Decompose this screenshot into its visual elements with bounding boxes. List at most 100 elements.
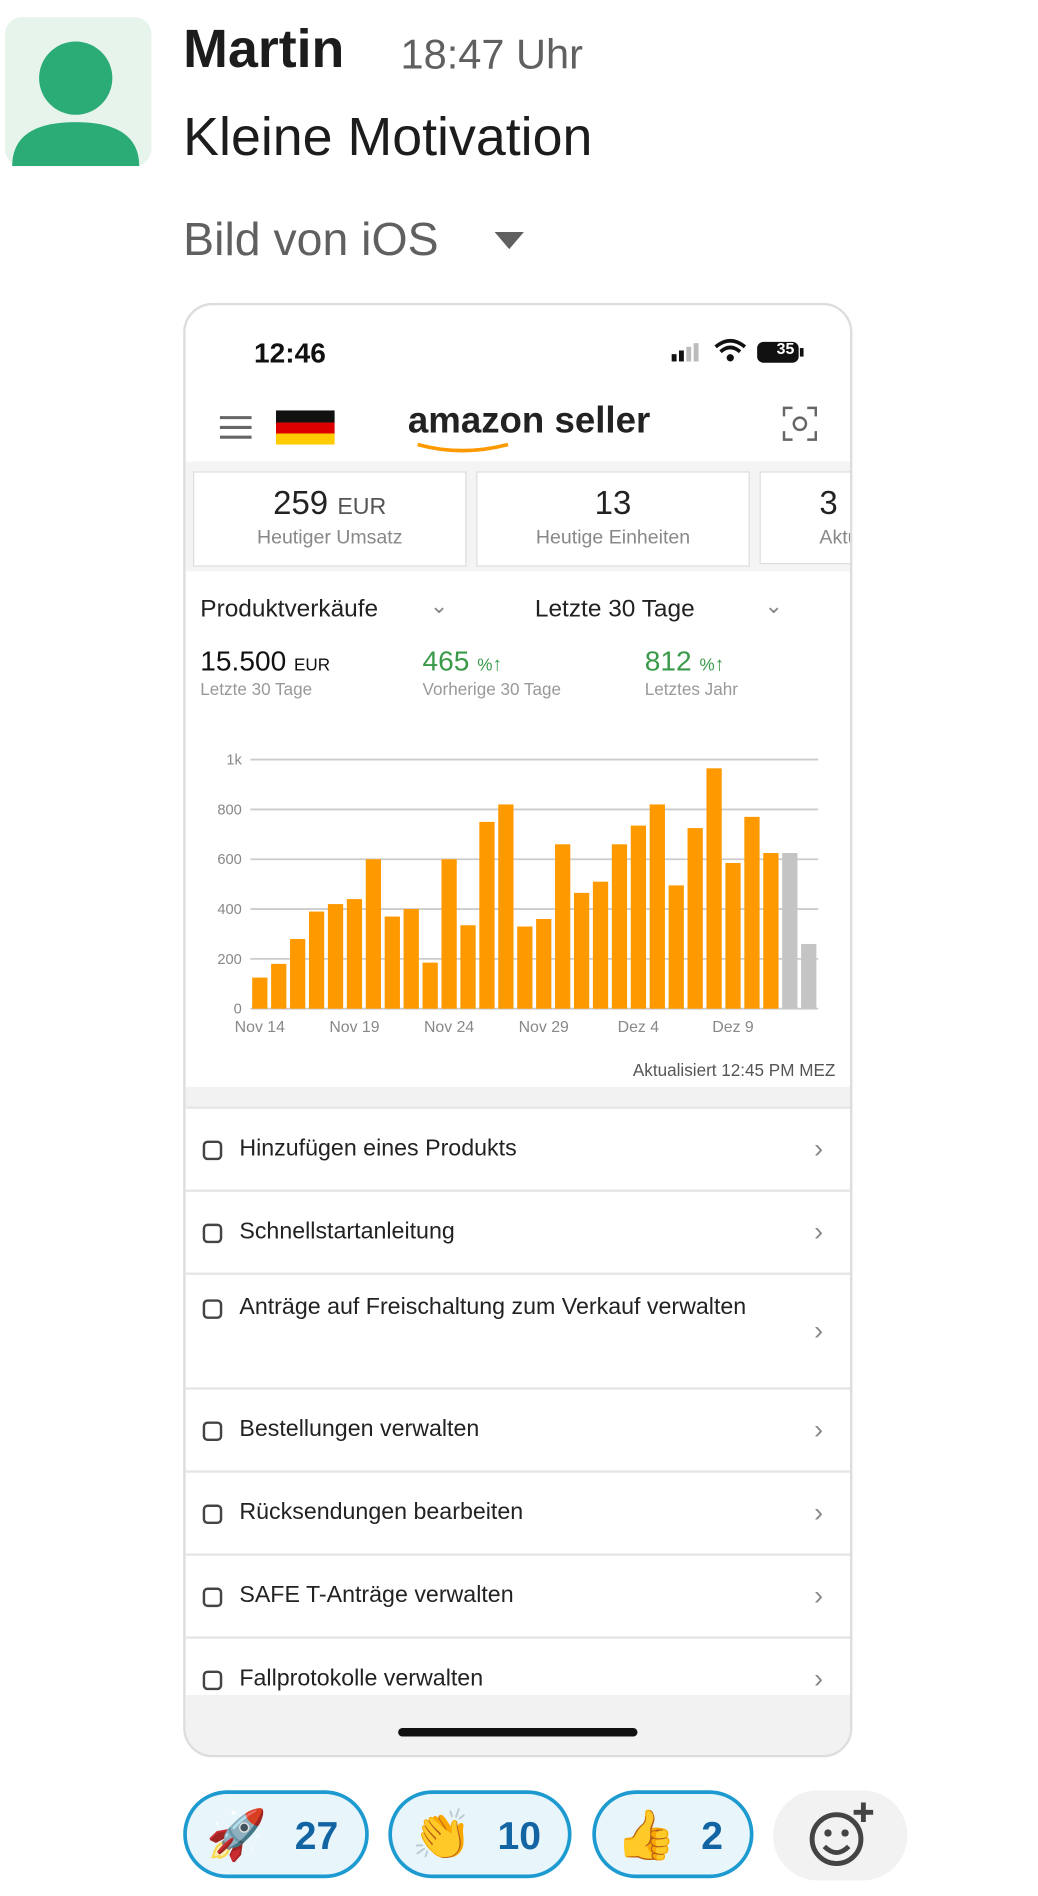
bar: [290, 938, 306, 1009]
message-text: Kleine Motivation: [183, 107, 593, 168]
chevron: ⌄: [764, 593, 783, 618]
x-tick-label: Nov 19: [329, 1019, 379, 1036]
bar: [365, 859, 382, 1009]
stat-unit: EUR: [294, 654, 331, 675]
bar: [308, 911, 325, 1009]
stat: 15.500 EUR: [200, 645, 330, 678]
reaction[interactable]: 👏 10: [388, 1790, 572, 1879]
kpi-value: 3: [819, 484, 838, 522]
updated-note: Aktualisiert 12:45 PM MEZ: [632, 1060, 836, 1080]
menu-icon: [202, 1140, 223, 1161]
reaction-count: 10: [497, 1813, 541, 1858]
bottom-bar: [185, 1695, 850, 1755]
reaction-count: 27: [294, 1813, 339, 1858]
bar: [422, 962, 438, 1009]
menu-item[interactable]: Hinzufügen eines Produkts ›: [185, 1106, 850, 1192]
x-tick-label: Dez 4: [618, 1019, 660, 1036]
y-tick-label: 0: [234, 1002, 242, 1018]
menu-item[interactable]: Anträge auf Freischaltung zum Verkauf ve…: [185, 1272, 850, 1390]
bar: [327, 904, 344, 1009]
menu-label: Fallprotokolle verwalten: [239, 1665, 484, 1692]
menu-label: SAFE T-Anträge verwalten: [239, 1582, 514, 1609]
bar: [403, 909, 419, 1009]
bar: [573, 892, 590, 1009]
menu-icon: [202, 1223, 223, 1244]
menu-icon: [202, 1299, 223, 1319]
menu-label: Anträge auf Freischaltung zum Verkauf ve…: [239, 1294, 747, 1321]
x-tick-label: Nov 14: [235, 1019, 285, 1036]
kpi-card[interactable]: 3 Aktue: [759, 471, 850, 565]
y-tick-label: 400: [217, 902, 241, 918]
attachment-label[interactable]: Bild von iOS: [183, 214, 439, 267]
y-tick-label: 200: [217, 952, 241, 968]
stat-unit: %: [477, 654, 493, 675]
chevron: ⌄: [429, 593, 449, 618]
stat-label: Letzte 30 Tage: [200, 678, 313, 699]
kpi-unit: EUR: [337, 494, 387, 521]
author[interactable]: Martin: [183, 19, 345, 80]
menu-item[interactable]: Schnellstartanleitung ›: [185, 1189, 850, 1275]
bar: [782, 853, 798, 1009]
reaction-emoji: 🚀: [206, 1808, 268, 1863]
status-time: 12:46: [254, 337, 326, 369]
metric-filter[interactable]: Produktverkäufe: [200, 595, 379, 623]
kpi-card[interactable]: 259 EUR Heutiger Umsatz: [192, 471, 467, 567]
kpi-label: Heutige Einheiten: [535, 527, 691, 549]
bar: [441, 859, 457, 1009]
bar: [801, 943, 817, 1009]
bar: [668, 885, 684, 1009]
divider: [185, 1086, 850, 1107]
menu-label: Hinzufügen eines Produkts: [239, 1135, 517, 1162]
bar: [630, 825, 647, 1009]
menu-item[interactable]: Bestellungen verwalten ›: [185, 1387, 850, 1473]
x-tick-label: Dez 9: [712, 1019, 754, 1036]
menu-icon: [202, 1670, 223, 1691]
sales-chart: 0 200 400 600 800 1k Nov 14 Nov 19 Nov 24 Nov 29 D…: [217, 752, 819, 1036]
chevron: ›: [814, 1663, 824, 1694]
bar: [555, 844, 571, 1009]
bar: [763, 853, 779, 1009]
bar: [517, 926, 533, 1009]
chevron: ›: [814, 1497, 824, 1528]
bar: [592, 881, 609, 1009]
add-reaction[interactable]: [773, 1790, 908, 1881]
chevron: ›: [814, 1580, 824, 1611]
scan-icon[interactable]: [782, 405, 819, 442]
period-filter[interactable]: Letzte 30 Tage: [534, 595, 695, 623]
chevron: ›: [814, 1133, 824, 1164]
reaction-count: 2: [701, 1813, 723, 1858]
stat: 812 %↑: [645, 645, 725, 678]
up-arrow: ↑: [492, 654, 503, 676]
kpi-card[interactable]: 13 Heutige Einheiten: [476, 471, 750, 567]
menu-item[interactable]: Rücksendungen bearbeiten ›: [185, 1470, 850, 1556]
stat-value: 15.500: [200, 644, 287, 677]
bar: [725, 862, 741, 1009]
bar: [252, 977, 268, 1009]
bar: [687, 828, 703, 1009]
y-tick-label: 800: [217, 802, 241, 818]
bar: [460, 925, 476, 1009]
screenshot-image[interactable]: 12:46 35 amazon seller 259 EUR Heutiger U…: [183, 302, 853, 1758]
stat: 465 %↑: [423, 645, 503, 678]
reaction[interactable]: 👍 2: [592, 1790, 754, 1879]
up-arrow: ↑: [714, 654, 725, 676]
dropdown-caret[interactable]: [494, 232, 524, 252]
timestamp[interactable]: 18:47 Uhr: [400, 31, 583, 79]
home-indicator: [398, 1727, 638, 1737]
y-tick-label: 1k: [226, 752, 242, 768]
reaction-emoji: 👍: [615, 1808, 677, 1863]
menu-item[interactable]: SAFE T-Anträge verwalten ›: [185, 1553, 850, 1639]
x-tick-label: Nov 29: [519, 1019, 569, 1036]
reaction[interactable]: 🚀 27: [183, 1790, 369, 1879]
bar: [479, 821, 495, 1009]
bar: [611, 844, 628, 1009]
menu-icon: [202, 1587, 223, 1608]
bar: [271, 963, 287, 1009]
status-icons: [671, 338, 804, 363]
menu-label: Rücksendungen bearbeiten: [239, 1499, 524, 1526]
app-title-text: amazon seller: [407, 400, 651, 441]
stat-value: 812: [644, 644, 692, 677]
x-tick-label: Nov 24: [424, 1019, 474, 1036]
bar: [346, 899, 363, 1009]
